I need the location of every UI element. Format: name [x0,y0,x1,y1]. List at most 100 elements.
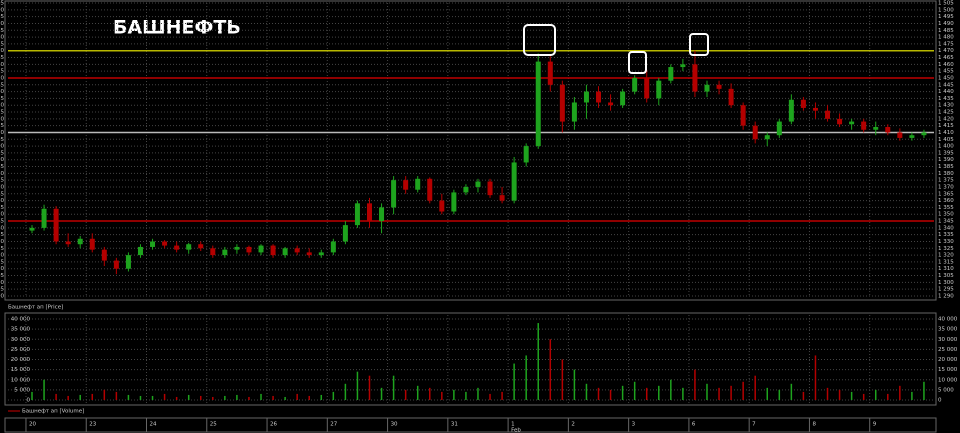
y-tick-label: 1 500 [938,7,954,13]
y-tick-label: 1 320 [0,253,4,259]
candle-body [186,244,192,250]
candle-body [463,186,469,193]
volume-bar [356,371,359,400]
x-tick-label: 31 [451,422,458,428]
y-tick-label: 1 380 [0,171,4,177]
y-tick-label: 1 375 [0,178,4,184]
volume-bar [67,395,69,400]
candle-body [837,118,843,125]
volume-bar [199,395,202,400]
y-tick-label: 1 455 [938,69,954,75]
y-tick-label: 1 410 [938,130,954,136]
volume-bar [272,395,274,400]
candle-body [41,208,47,228]
candle-body [764,135,770,140]
volume-bar [513,363,515,400]
price-label: Башнефт ап [Price] [8,305,63,311]
v-tick-label: 5 000 [14,387,30,393]
volume-bar [55,393,57,400]
candle-body [53,208,59,242]
volume-bar [670,379,672,400]
volume-bar [874,389,877,400]
y-tick-label: 1 470 [0,48,4,54]
candle-body [306,252,312,256]
y-tick-label: 1 300 [0,280,4,286]
y-tick-label: 1 390 [0,157,4,163]
v-tick-label: 30 000 [938,337,958,343]
volume-bar [621,385,624,400]
volume-bar [224,395,226,400]
volume-bar [730,385,732,400]
candle-body [113,260,119,269]
highlight-box [689,33,709,56]
y-tick-label: 1 480 [0,35,4,41]
candle-body [29,227,35,231]
candle-body [125,255,131,269]
candle-body [282,248,288,256]
candle-body [861,121,867,130]
candle-body [559,84,565,122]
candle-body [571,102,577,122]
volume-bar [344,383,347,400]
candle-body [439,200,445,212]
y-tick-label: 1 440 [938,89,954,95]
chart-title: БАШНЕФТЬ [113,17,241,39]
candle-body [270,245,276,256]
candle-body [65,241,71,245]
candle-body [608,102,614,106]
y-tick-label: 1 360 [938,198,954,204]
x-tick-label: 27 [330,422,337,428]
candle-body [77,238,83,245]
y-tick-label: 1 410 [0,130,4,136]
y-tick-label: 1 450 [0,75,4,81]
candle-body [246,246,252,253]
candle-body [704,84,710,92]
volume-bar [212,396,214,400]
volume-bar [573,369,576,400]
y-tick-label: 1 490 [0,21,4,27]
y-tick-label: 1 335 [938,232,954,238]
candle-body [330,241,336,253]
volume-bar [838,389,841,400]
volume-bar [404,389,407,400]
v-tick-label: 15 000 [11,367,31,373]
volume-bar [911,391,913,400]
volume-bar [850,391,853,400]
candle-body [873,127,879,130]
y-tick-label: 1 455 [0,69,4,75]
v-tick-label: 5 000 [938,387,954,393]
v-tick-label: 30 000 [11,337,31,343]
y-tick-label: 1 330 [938,239,954,245]
candle-body [342,225,348,242]
volume-bar [236,394,238,400]
y-tick-label: 1 350 [0,212,4,218]
volume-bar [561,359,564,400]
y-tick-label: 1 315 [938,259,954,265]
y-tick-label: 1 305 [938,273,954,279]
volume-bar [585,383,588,400]
v-tick-label: 0 [938,398,942,404]
x-tick-label: 24 [150,422,157,428]
candle-body [668,67,674,81]
volume-bar [127,394,130,400]
volume-bar [887,393,889,400]
volume-label: Башнефт ап [Volume] [22,409,84,415]
candle-body [222,249,228,256]
volume-bar [453,389,455,400]
y-tick-label: 1 325 [0,246,4,252]
y-tick-label: 1 485 [938,28,954,34]
volume-bar [899,385,901,400]
candle-body [583,91,589,103]
y-tick-label: 1 390 [938,157,954,163]
volume-bar [633,381,636,400]
candle-body [656,80,662,99]
volume-bar [706,383,708,400]
v-tick-label: 10 000 [938,377,958,383]
volume-bar [645,387,648,400]
volume-bar [260,393,262,400]
y-tick-label: 1 445 [938,82,954,88]
x-tick-label: 1 [511,422,515,428]
candle-body [198,244,204,249]
v-tick-label: 35 000 [11,327,31,333]
